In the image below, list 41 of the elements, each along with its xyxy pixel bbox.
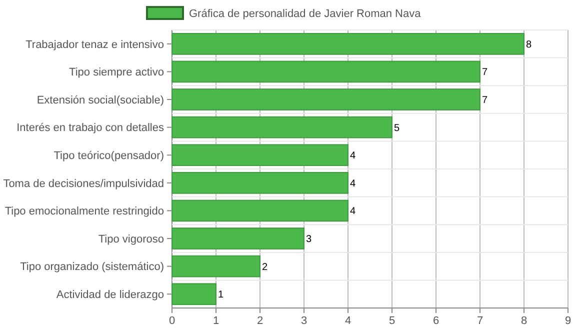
x-tick-label: 9 <box>564 315 572 327</box>
bar <box>172 172 348 194</box>
data-label: 7 <box>482 67 488 78</box>
y-tick-label: Interés en trabajo con detalles <box>16 122 164 134</box>
data-label: 4 <box>350 206 356 218</box>
bar <box>172 200 348 222</box>
y-tick-label: Extensión social(sociable) <box>36 94 164 106</box>
data-label: 8 <box>526 39 532 50</box>
legend-label: Gráfica de personalidad de Javier Roman Nava <box>189 8 422 20</box>
x-tick-label: 1 <box>212 315 220 327</box>
y-tick-label: Tipo teórico(pensador) <box>54 150 164 162</box>
bar <box>172 88 480 110</box>
data-label: 3 <box>306 234 312 245</box>
data-label: 2 <box>262 262 268 273</box>
x-tick-label: 7 <box>476 315 484 327</box>
bar <box>172 60 480 83</box>
x-tick-label: 3 <box>300 315 308 327</box>
bar <box>172 283 216 306</box>
x-tick-label: 0 <box>168 315 176 327</box>
y-tick-label: Actividad de liderazgo <box>56 288 164 301</box>
x-tick-label: 6 <box>432 315 440 327</box>
y-tick-label: Tipo siempre activo <box>69 66 164 79</box>
data-label: 7 <box>482 95 488 106</box>
bar <box>172 255 260 278</box>
y-tick-label: Toma de decisiones/impulsividad <box>3 178 164 190</box>
x-tick-label: 5 <box>388 315 396 327</box>
data-label: 5 <box>394 122 400 134</box>
data-label: 4 <box>350 178 356 190</box>
x-tick-label: 8 <box>520 315 528 327</box>
y-tick-label: Tipo emocionalmente restringido <box>4 206 164 218</box>
y-tick-label: Tipo vigoroso <box>98 233 164 246</box>
bar <box>172 144 348 166</box>
bar <box>172 116 392 138</box>
y-tick-label: Trabajador tenaz e intensivo <box>26 38 164 51</box>
y-tick-label: Tipo organizado (sistemático) <box>20 261 164 274</box>
data-label: 4 <box>350 150 356 162</box>
data-label: 1 <box>218 290 224 301</box>
x-tick-label: 4 <box>344 315 352 327</box>
bar <box>172 32 524 55</box>
bar <box>172 228 304 250</box>
x-tick-label: 2 <box>256 315 264 327</box>
